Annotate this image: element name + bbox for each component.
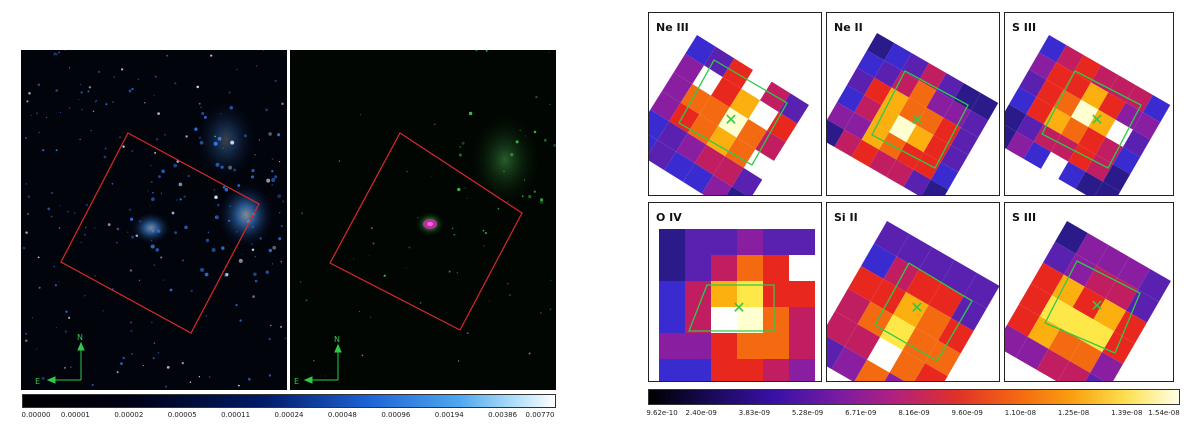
colorbar-tick-label: 0.00386: [488, 411, 518, 419]
map-label: Si II: [834, 211, 858, 224]
colorbar-tick-label: 9.60e-09: [951, 409, 983, 417]
svg-text:✕: ✕: [724, 110, 737, 129]
map-o-iv: ✕ O IV: [648, 202, 822, 382]
left-colorbar: [22, 394, 556, 408]
map-si-ii: ✕ Si II: [826, 202, 1000, 382]
compass-right: [303, 343, 342, 384]
colorbar-tick-label: 0.00024: [274, 411, 304, 419]
colorbar-tick-label: 6.71e-09: [845, 409, 877, 417]
compass-left: [46, 341, 85, 384]
svg-text:✕: ✕: [732, 298, 745, 317]
colorbar-tick-label: 0.00005: [167, 411, 197, 419]
colorbar-tick-label: 0.00002: [114, 411, 144, 419]
green-image: N E: [290, 50, 556, 390]
map-label: Ne III: [656, 21, 689, 34]
right-colorbar: [648, 389, 1180, 405]
east-label-left: E: [35, 377, 40, 386]
map-ne-ii: ✕ Ne II: [826, 12, 1000, 196]
north-label-left: N: [77, 333, 83, 342]
map-label: O IV: [656, 211, 682, 224]
colorbar-tick-label: 0.00770: [525, 411, 555, 419]
map-label: S III: [1012, 211, 1037, 224]
east-label-right: E: [294, 377, 299, 386]
colorbar-tick-label: 1.25e-08: [1057, 409, 1090, 417]
map-s-iii-bottom: ✕ S III: [1004, 202, 1174, 382]
svg-text:✕: ✕: [910, 298, 923, 317]
colorbar-tick-label: 2.40e-09: [685, 409, 717, 417]
colorbar-tick-label: 0.00001: [60, 411, 90, 419]
colorbar-tick-label: 8.16e-09: [898, 409, 930, 417]
colorbar-tick-label: 9.62e-10: [646, 409, 678, 417]
colorbar-tick-label: 1.10e-08: [1004, 409, 1037, 417]
colorbar-tick-label: 0.00048: [327, 411, 357, 419]
colorbar-tick-label: 0.00011: [221, 411, 251, 419]
north-label-right: N: [334, 335, 340, 344]
svg-text:✕: ✕: [1090, 296, 1103, 315]
blue-image: N E: [21, 50, 287, 390]
map-label: S III: [1012, 21, 1037, 34]
aperture-box-left: [60, 132, 260, 334]
map-label: Ne II: [834, 21, 863, 34]
svg-text:✕: ✕: [910, 110, 923, 129]
aperture-box-right: [329, 132, 523, 331]
colorbar-tick-label: 1.54e-08: [1148, 409, 1180, 417]
green-image-panel: N E: [290, 50, 556, 390]
colorbar-tick-label: 0.00096: [381, 411, 411, 419]
blue-image-panel: N E: [21, 50, 287, 390]
map-ne-iii: ✕ Ne III: [648, 12, 822, 196]
colorbar-tick-label: 1.39e-08: [1111, 409, 1143, 417]
map-s-iii-top: ✕ S III: [1004, 12, 1174, 196]
colorbar-tick-label: 0.00000: [21, 411, 51, 419]
colorbar-tick-label: 3.83e-09: [738, 409, 771, 417]
colorbar-tick-label: 5.28e-09: [791, 409, 824, 417]
colorbar-tick-label: 0.00194: [434, 411, 464, 419]
svg-text:✕: ✕: [1090, 110, 1103, 129]
